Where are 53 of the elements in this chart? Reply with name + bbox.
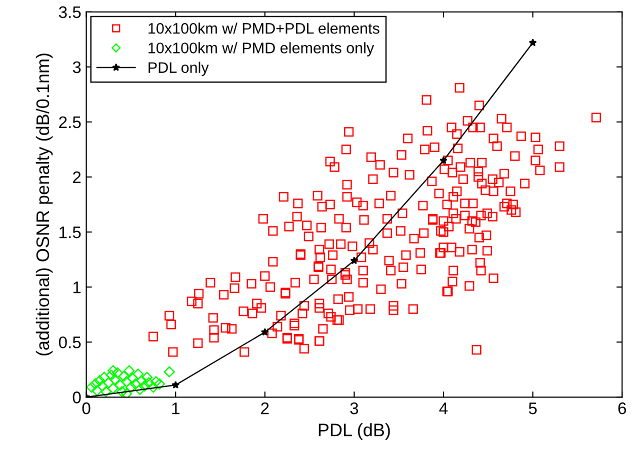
point [108,365,119,376]
point [148,382,159,393]
x-tick-label: 5 [528,402,537,414]
x-tick-label: 1 [172,402,180,414]
point [440,156,448,164]
point [134,384,146,395]
x-axis-title: PDL (dB) [318,423,390,440]
point [172,380,180,389]
point [125,382,136,393]
y-tick-label: 2.5 [59,116,81,128]
point [528,38,537,46]
x-tick-label: 2 [261,402,269,414]
y-tick-label: 3.5 [58,6,81,18]
point [114,379,126,391]
point [94,375,106,386]
y-tick-label: 1.5 [60,226,81,238]
y-axis-title: (additional) OSNR penalty (dB/0.1nm) [36,54,53,356]
y-tick-label: 1 [73,282,81,294]
point [132,368,144,380]
point [106,370,117,381]
point [141,372,153,383]
point [127,372,138,384]
legend-label: 10x100km w/ PMD+PDL elements [148,22,380,34]
point [138,380,150,392]
x-tick-label: 0 [82,402,90,414]
point [350,256,358,264]
point [108,382,119,394]
y-tick-label: 3 [72,61,81,74]
point [120,388,132,398]
point [98,372,110,383]
point [143,377,154,388]
y-tick-label: 2 [73,171,81,184]
x-tick-label: 6 [618,402,626,414]
legend-label: 10x100km w/ PMD elements only [148,42,374,56]
point [90,378,101,390]
point [86,382,98,393]
x-tick-label: 4 [439,402,448,414]
point [260,328,269,336]
point [100,386,112,398]
point [116,386,128,398]
point [109,374,120,386]
y-tick-label: 0 [72,392,81,404]
point [91,384,103,396]
point [120,376,132,388]
point [164,366,175,378]
x-tick-label: 3 [350,402,358,414]
point [150,376,162,388]
point [124,365,135,376]
point [154,378,166,390]
legend-label: PDL only [148,62,209,76]
point [112,367,124,378]
y-tick-label: 0.5 [58,336,81,348]
point [118,370,130,382]
